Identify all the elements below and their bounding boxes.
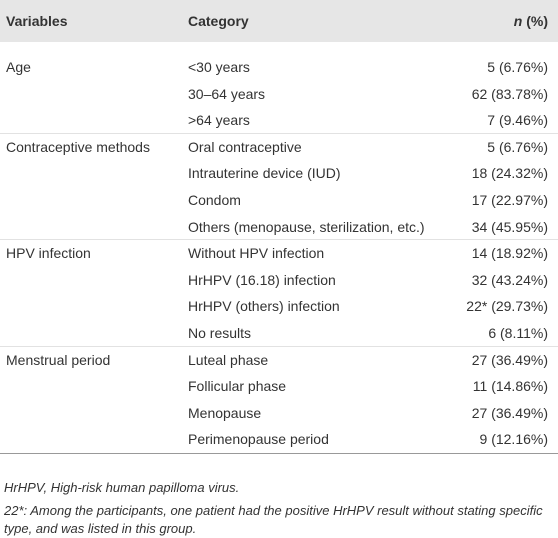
variable-cell: Menstrual period (6, 351, 111, 368)
group-separator (0, 345, 558, 347)
count-cell: 27 (36.49%) (471, 351, 548, 368)
header-cell: Variables (6, 13, 68, 29)
group-separator (0, 239, 558, 241)
count-cell: 18 (24.32%) (471, 165, 548, 182)
count-cell: 34 (45.95%) (471, 218, 548, 235)
count-cell: 14 (18.92%) (471, 245, 548, 262)
header-unit: (%) (522, 13, 548, 29)
category-cell: Oral contraceptive (188, 138, 302, 155)
count-cell: 22* (29.73%) (466, 298, 548, 315)
category-cell: Perimenopause period (188, 431, 329, 448)
category-cell: Condom (188, 192, 241, 208)
count-cell: 32 (43.24%) (471, 271, 548, 288)
variable-cell: Age (6, 59, 31, 75)
category-cell: HrHPV (others) infection (188, 298, 340, 315)
count-cell: 5 (6.76%) (487, 59, 548, 75)
category-cell: >64 years (188, 112, 250, 129)
category-cell: <30 years (188, 59, 250, 75)
category-cell: 30–64 years (188, 85, 266, 102)
count-cell: 11 (14.86%) (472, 378, 548, 395)
footnote: HrHPV, High-risk human papilloma virus. (4, 480, 240, 495)
variable-cell: HPV infection (6, 245, 91, 262)
group-separator (0, 132, 558, 134)
table-bottom-rule (0, 453, 558, 454)
category-cell: Without HPV infection (188, 245, 325, 262)
category-cell: Follicular phase (188, 378, 287, 395)
count-cell: 17 (22.97%) (471, 192, 548, 208)
category-cell: Others (menopause, sterilization, etc.) (188, 218, 425, 235)
count-cell: 62 (83.78%) (471, 85, 548, 102)
header-symbol: n (513, 13, 523, 29)
header-row (0, 0, 558, 42)
variable-cell: Contraceptive methods (6, 138, 150, 155)
count-cell: 9 (12.16%) (479, 431, 548, 448)
category-cell: HrHPV (16.18) infection (188, 271, 336, 288)
count-cell: 6 (8.11%) (488, 325, 548, 341)
count-cell: 27 (36.49%) (471, 404, 548, 421)
category-cell: Intrauterine device (IUD) (188, 165, 341, 182)
count-cell: 7 (9.46%) (487, 112, 548, 129)
footnote: 22*: Among the participants, one patient… (4, 503, 543, 536)
category-cell: Luteal phase (188, 351, 269, 368)
category-cell: Menopause (188, 404, 262, 421)
header-cell: n (%) (514, 12, 548, 30)
count-cell: 5 (6.76%) (487, 138, 548, 155)
header-cell: Category (188, 13, 249, 29)
category-cell: No results (188, 325, 252, 341)
